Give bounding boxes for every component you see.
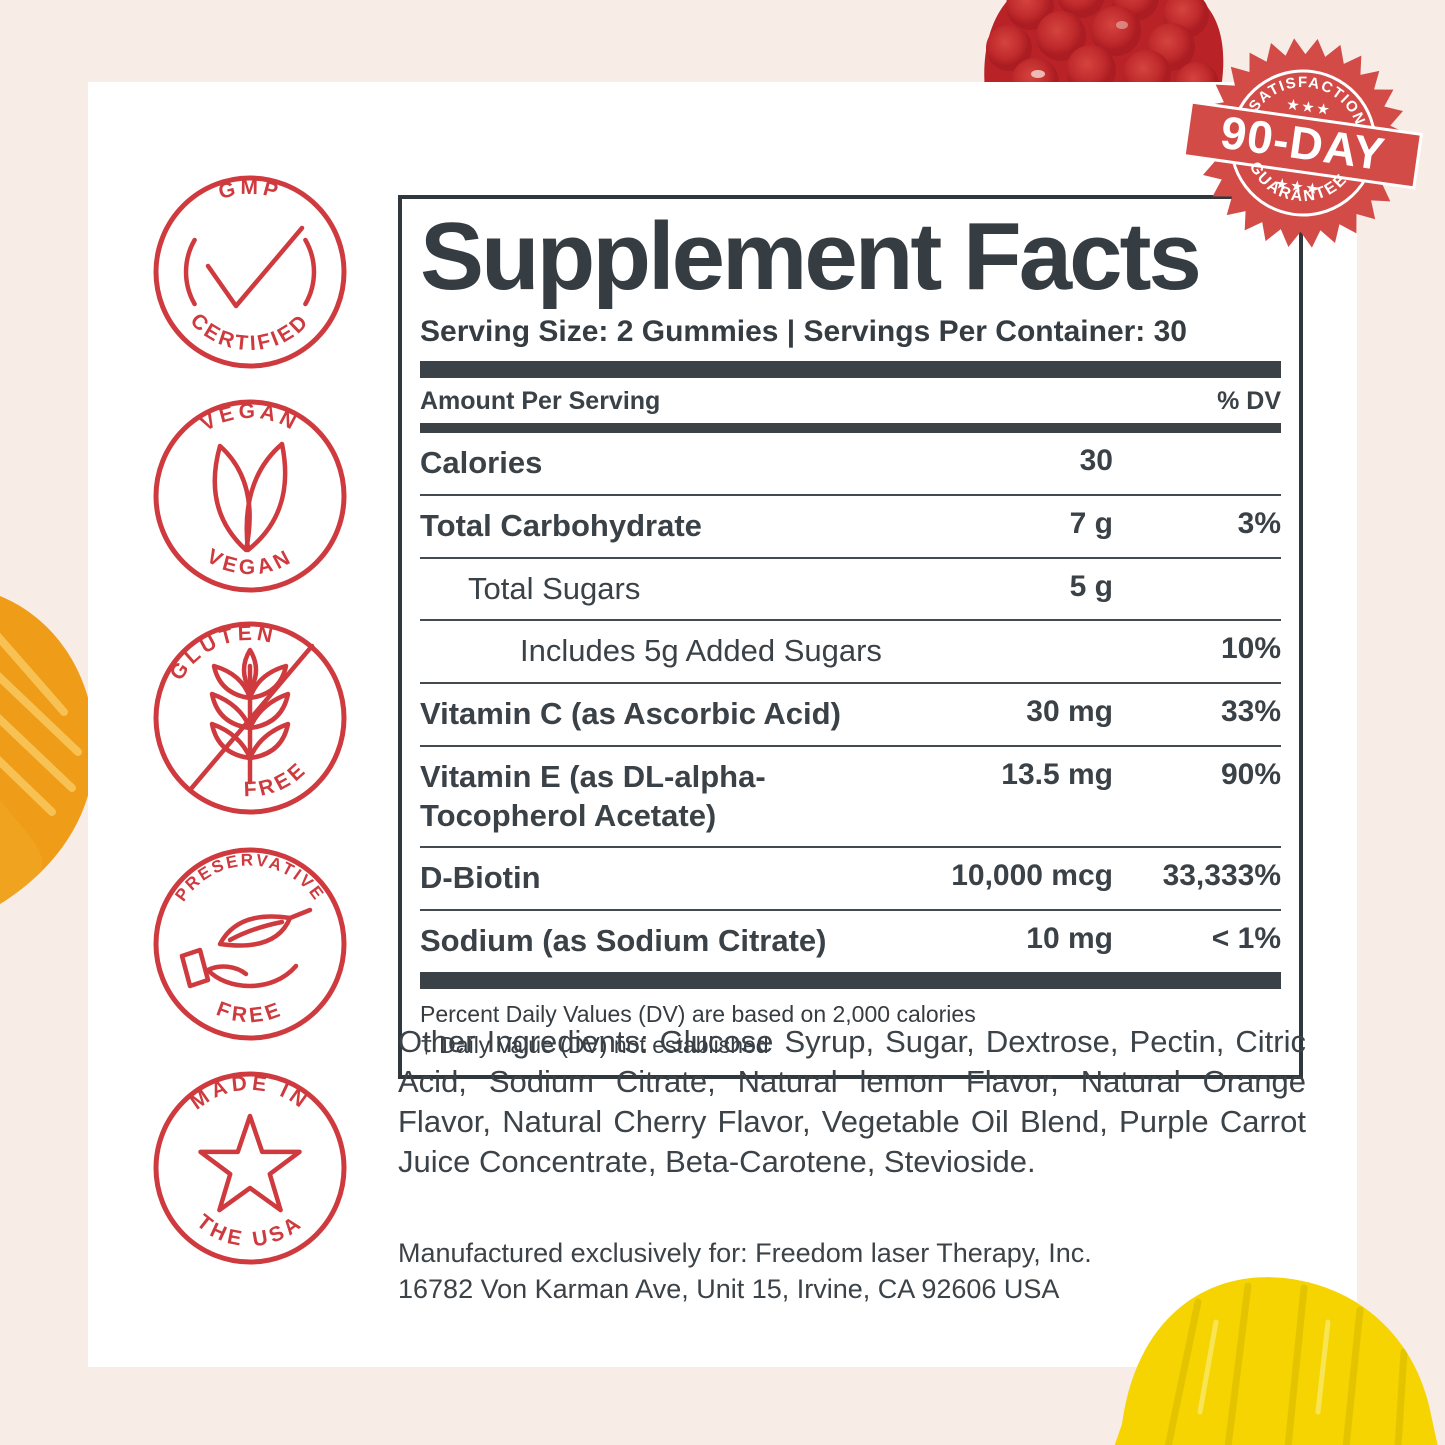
badge-gluten-free: GLUTEN FREE: [153, 614, 347, 815]
nutrient-name: D-Biotin: [420, 860, 541, 896]
badge-vegan: VEGAN VEGAN: [153, 399, 347, 593]
lemon-gummy-image: [1114, 1277, 1438, 1445]
nutrient-name: Vitamin E (as DL-alpha-Tocopherol Acetat…: [420, 758, 766, 833]
divider-thick: [420, 361, 1281, 378]
table-row-d-biotin: D-Biotin 10,000 mcg 33,333%: [420, 846, 1281, 909]
stamp-stars-bottom-icon: ★ ★ ★: [1275, 176, 1319, 197]
leaf-in-hand-icon: [179, 907, 313, 989]
table-row-calories: Calories 30: [420, 433, 1281, 494]
nutrient-dv: 90%: [1220, 757, 1281, 791]
nutrient-dv: 3%: [1237, 506, 1281, 540]
nutrient-amount: 10,000 mcg: [951, 859, 1113, 893]
badge-bottom-label: FREE: [213, 997, 282, 1027]
svg-text:GMP: GMP: [216, 176, 284, 204]
nutrient-amount: 13.5 mg: [1001, 757, 1113, 791]
badge-top-label: VEGAN: [197, 400, 300, 436]
table-row-added-sugars: Includes 5g Added Sugars 10%: [420, 619, 1281, 682]
nutrient-name: Calories: [420, 445, 543, 480]
table-row-vitamin-e: Vitamin E (as DL-alpha-Tocopherol Acetat…: [420, 744, 1281, 847]
nutrient-name: Vitamin C (as Ascorbic Acid): [420, 696, 841, 731]
star-icon: [198, 1113, 302, 1213]
table-row-total-sugars: Total Sugars 5 g: [420, 556, 1281, 620]
nutrient-dv: 10%: [1220, 632, 1281, 666]
table-row-total-carbohydrate: Total Carbohydrate 7 g 3%: [420, 493, 1281, 557]
svg-text:PRESERVATIVE: PRESERVATIVE: [171, 850, 328, 904]
footnote-dv-not-established: † Daily Value (DV) not established: [420, 1031, 769, 1058]
satisfaction-guarantee-stamp: SATISFACTION ★ ★ ★ 90-DAY ★ ★ ★ GUARANTE…: [1182, 38, 1424, 248]
divider-medium: [420, 423, 1281, 433]
divider-thick-bottom: [420, 971, 1281, 989]
svg-text:CERTIFIED: CERTIFIED: [186, 309, 314, 356]
raspberry-gummy-image: [984, 0, 1224, 108]
badge-preservative-free: PRESERVATIVE FREE: [153, 847, 347, 1041]
badge-top-label: MADE IN: [186, 1071, 310, 1114]
facts-title: Supplement Facts: [420, 203, 1202, 310]
nutrient-amount: 5 g: [1069, 569, 1113, 603]
svg-text:FREE: FREE: [213, 997, 286, 1027]
table-row-sodium: Sodium (as Sodium Citrate) 10 mg < 1%: [420, 909, 1281, 972]
other-ingredients-text: Other Ingredients: Glucose Syrup, Sugar,…: [398, 1024, 1306, 1179]
nutrient-name: Total Sugars: [468, 570, 641, 606]
nutrient-name: Total Carbohydrate: [420, 507, 702, 543]
nutrient-dv: < 1%: [1211, 922, 1281, 955]
table-row-vitamin-c: Vitamin C (as Ascorbic Acid) 30 mg 33%: [420, 682, 1281, 745]
footnote-dv-basis: Percent Daily Values (DV) are based on 2…: [420, 1000, 976, 1027]
nutrient-amount: 7 g: [1069, 506, 1113, 540]
svg-text:THE USA: THE USA: [192, 1210, 308, 1251]
badge-bottom-label: THE USA: [192, 1210, 304, 1251]
manufacturer-info: Manufactured exclusively for: Freedom la…: [398, 1236, 1306, 1308]
stamp-stars-top-icon: ★ ★ ★: [1286, 96, 1330, 117]
nutrient-name: Includes 5g Added Sugars: [520, 633, 882, 669]
nutrient-amount: 30: [1079, 444, 1113, 477]
column-header-dv: % DV: [1217, 387, 1281, 415]
supplement-facts-box: Supplement Facts Serving Size: 2 Gummies…: [398, 195, 1303, 1079]
badge-top-label: PRESERVATIVE: [171, 850, 326, 904]
badge-top-label: GMP: [216, 176, 280, 204]
badge-bottom-label: CERTIFIED: [186, 309, 311, 356]
nutrient-dv: 33,333%: [1162, 859, 1281, 893]
manufacturer-line2: 16782 Von Karman Ave, Unit 15, Irvine, C…: [398, 1273, 1060, 1304]
nutrient-amount: 30 mg: [1026, 695, 1113, 728]
checkmark-icon: [205, 225, 305, 309]
svg-text:VEGAN: VEGAN: [197, 400, 304, 436]
nutrient-name: Sodium (as Sodium Citrate): [420, 923, 827, 958]
orange-gummy-image: [0, 596, 95, 904]
serving-size-line: Serving Size: 2 Gummies | Servings Per C…: [420, 315, 1187, 348]
manufacturer-line1: Manufactured exclusively for: Freedom la…: [398, 1238, 1092, 1268]
nutrient-dv: 33%: [1220, 695, 1281, 728]
nutrient-amount: 10 mg: [1026, 922, 1113, 955]
svg-text:MADE IN: MADE IN: [186, 1071, 314, 1114]
leaves-icon: [212, 441, 288, 553]
badge-gmp-certified: GMP CERTIFIED: [153, 175, 347, 369]
badge-made-in-usa: MADE IN THE USA: [153, 1071, 347, 1265]
wheat-crossed-icon: [187, 643, 315, 793]
column-header-amount: Amount Per Serving: [420, 387, 661, 415]
